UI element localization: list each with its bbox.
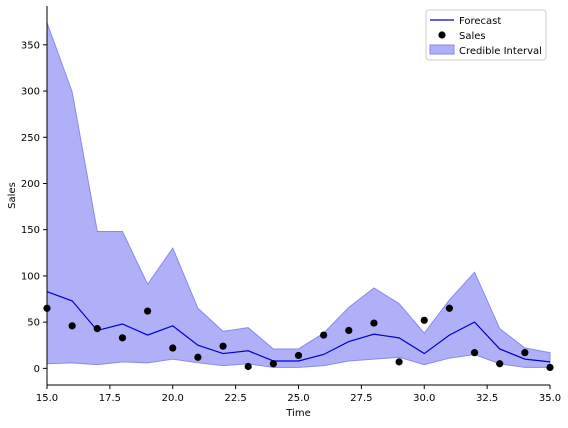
legend-forecast-label: Forecast: [459, 16, 501, 27]
sales-point: [395, 358, 403, 366]
sales-point: [294, 351, 303, 360]
sales-point: [345, 326, 353, 335]
sales-point: [521, 349, 529, 357]
x-tick-label: 22.5: [224, 393, 246, 404]
y-axis-label: Sales: [7, 182, 18, 209]
sales-point: [470, 349, 479, 357]
sales-point: [320, 331, 328, 339]
y-tick-label: 100: [21, 271, 40, 282]
sales-point: [546, 363, 554, 372]
sales-point: [496, 360, 504, 368]
y-tick-label: 300: [21, 87, 40, 98]
legend-interval-label: Credible Interval: [459, 46, 542, 57]
sales-point: [68, 322, 76, 330]
x-tick-label: 27.5: [350, 393, 372, 404]
sales-point: [194, 353, 202, 361]
legend-interval-swatch: [429, 44, 455, 55]
sales-point: [144, 307, 152, 315]
y-tick-label: 0: [34, 364, 40, 375]
x-tick-label: 17.5: [99, 393, 121, 404]
sales-point: [370, 319, 378, 327]
credible-interval-band: [46, 22, 551, 368]
x-tick-label: 15.0: [36, 393, 58, 404]
sales-point: [269, 360, 277, 368]
y-tick-label: 350: [21, 40, 40, 51]
sales-point: [244, 362, 252, 371]
sales-point: [420, 316, 428, 324]
sales-point: [93, 325, 101, 333]
legend-sales-label: Sales: [459, 31, 486, 42]
y-tick-label: 50: [27, 318, 40, 329]
x-tick-label: 32.5: [476, 393, 498, 404]
y-tick-label: 250: [21, 133, 40, 144]
sales-point: [445, 304, 453, 312]
x-tick-label: 30.0: [413, 393, 435, 404]
y-tick-label: 150: [21, 225, 40, 236]
x-tick-label: 25.0: [287, 393, 309, 404]
x-tick-label: 20.0: [162, 393, 184, 404]
sales-point: [118, 334, 127, 342]
legend-sales-swatch: [438, 31, 446, 39]
sales-point: [219, 342, 227, 350]
x-axis-label: Time: [285, 408, 310, 419]
y-tick-label: 200: [21, 179, 40, 190]
legend-box: [425, 9, 547, 61]
x-tick-label: 35.0: [539, 393, 561, 404]
forecast-line: [46, 291, 551, 363]
sales-point: [169, 344, 177, 352]
